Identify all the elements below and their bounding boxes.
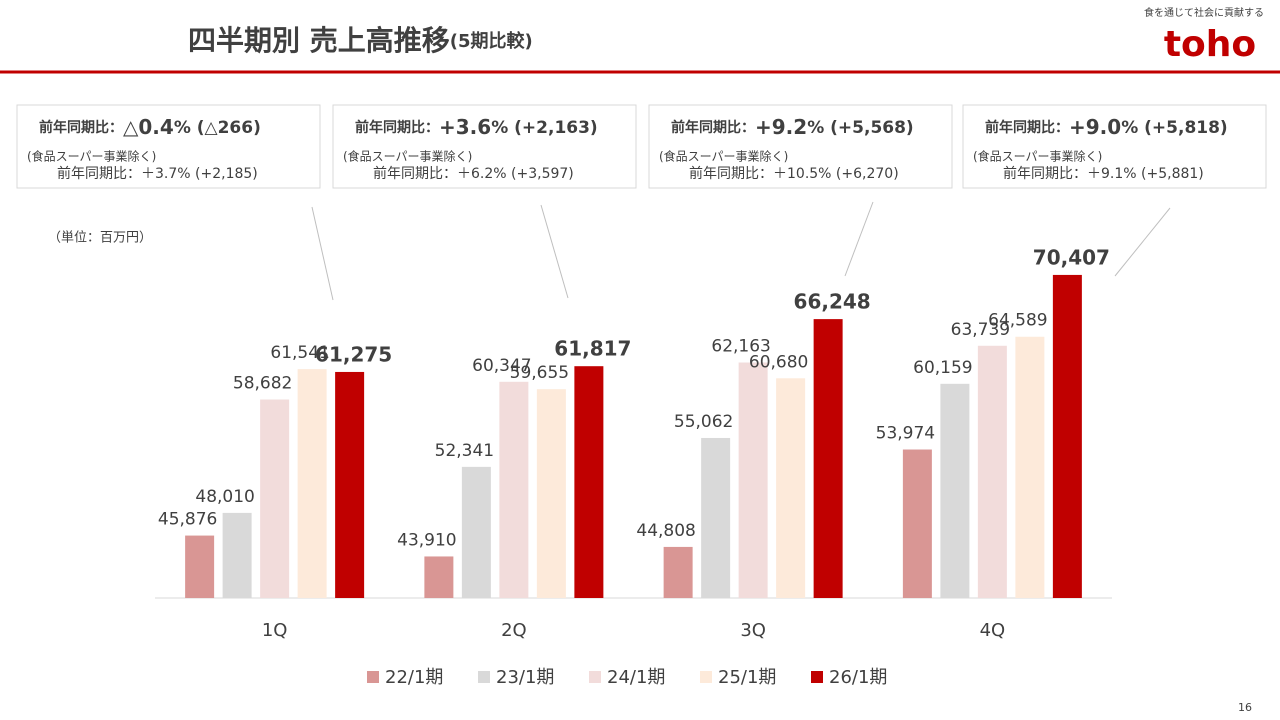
bar: [940, 383, 970, 598]
bar: [185, 535, 215, 598]
callout-box: [648, 104, 953, 189]
callout-main: 前年同期比：+9.2% (+5,568): [671, 115, 914, 139]
callout-suffix: % (+5,568): [807, 118, 914, 138]
bar: [701, 437, 731, 598]
callout-suffix: % (+5,818): [1121, 118, 1228, 138]
callout-sub: 前年同期比：＋10.5% (+6,270): [689, 165, 899, 182]
x-tick-label: 1Q: [262, 620, 288, 641]
callout-suffix: % (+2,163): [491, 118, 598, 138]
bar: [499, 381, 529, 598]
bar: [335, 371, 365, 598]
connector: [540, 204, 569, 299]
legend-label: 23/1期: [496, 667, 554, 688]
bar: [977, 345, 1007, 598]
bar: [738, 362, 768, 598]
callout-main: 前年同期比：+9.0% (+5,818): [985, 115, 1228, 139]
data-label: 62,163: [711, 337, 770, 357]
data-label: 61,541: [270, 343, 329, 363]
callout-label: 前年同期比：: [39, 119, 123, 136]
callout-sub: 前年同期比：＋3.7% (+2,185): [57, 165, 258, 182]
connectors: [311, 201, 1171, 301]
data-label: 61,275: [315, 342, 392, 366]
data-label: 43,910: [397, 530, 456, 550]
tagline: 食を通じて社会に貢献する: [1144, 6, 1264, 19]
x-tick-label: 4Q: [980, 620, 1006, 641]
callout-label: 前年同期比：: [355, 119, 439, 136]
callout-rate: +9.0: [1069, 115, 1121, 139]
data-label: 60,347: [472, 356, 531, 376]
connector: [844, 201, 874, 277]
data-label: 44,808: [636, 521, 695, 541]
bar: [424, 556, 454, 598]
callout-rate: +9.2: [755, 115, 807, 139]
legend-label: 24/1期: [607, 667, 665, 688]
bar: [260, 399, 290, 598]
data-label: 61,817: [554, 337, 631, 361]
callout-label: 前年同期比：: [985, 119, 1069, 136]
data-label: 53,974: [876, 424, 935, 444]
data-label: 48,010: [195, 487, 254, 507]
data-label: 64,589: [988, 311, 1047, 331]
callout-note: (食品スーパー事業除く): [343, 149, 472, 164]
callout-box: [962, 104, 1267, 189]
legend-label: 26/1期: [829, 667, 887, 688]
data-label: 70,407: [1033, 245, 1110, 269]
slide-title: 四半期別 売上高推移(5期比較): [188, 24, 533, 57]
data-label: 45,876: [158, 510, 217, 530]
logo: toho: [1164, 24, 1256, 65]
legend-label: 22/1期: [385, 667, 443, 688]
bar: [663, 546, 693, 598]
callout-sub: 前年同期比：＋9.1% (+5,881): [1003, 165, 1204, 182]
x-tick-label: 3Q: [740, 620, 766, 641]
callout-main: 前年同期比：△0.4% (△266): [39, 115, 261, 139]
data-label: 60,680: [749, 352, 808, 372]
bar: [297, 369, 327, 598]
callout-note: (食品スーパー事業除く): [973, 149, 1102, 164]
bar: [813, 319, 843, 598]
legend-swatch: [367, 671, 379, 683]
bar: [1015, 336, 1045, 598]
callout-main: 前年同期比：+3.6% (+2,163): [355, 115, 598, 139]
legend-swatch: [478, 671, 490, 683]
bar: [222, 512, 252, 598]
bar: [1052, 274, 1082, 598]
callout-box: [16, 104, 321, 189]
callout-rate: +3.6: [439, 115, 491, 139]
bar: [574, 366, 604, 598]
bar: [776, 378, 806, 598]
bar: [536, 389, 566, 598]
x-tick-label: 2Q: [501, 620, 527, 641]
unit-label: （単位：百万円）: [48, 230, 152, 246]
page-number: 16: [1238, 701, 1252, 714]
callout-sub: 前年同期比：＋6.2% (+3,597): [373, 165, 574, 182]
connector: [311, 206, 334, 301]
data-label: 58,682: [233, 374, 292, 394]
callout-rate: △0.4: [123, 115, 174, 139]
legend-label: 25/1期: [718, 667, 776, 688]
data-label: 59,655: [510, 363, 569, 383]
data-label: 63,739: [951, 320, 1010, 340]
data-label: 60,159: [913, 358, 972, 378]
callout-label: 前年同期比：: [671, 119, 755, 136]
bar: [902, 449, 932, 598]
callout-box: [332, 104, 637, 189]
connector: [1114, 207, 1171, 277]
data-label: 55,062: [674, 412, 733, 432]
data-label: 66,248: [794, 290, 871, 314]
data-label: 52,341: [435, 441, 494, 461]
legend-swatch: [700, 671, 712, 683]
title-main: 四半期別 売上高推移: [188, 24, 450, 57]
bar: [461, 466, 491, 598]
legend-swatch: [811, 671, 823, 683]
legend-swatch: [589, 671, 601, 683]
title-sub: (5期比較): [450, 30, 533, 52]
callout-suffix: % (△266): [174, 118, 261, 138]
callout-note: (食品スーパー事業除く): [27, 149, 156, 164]
callout-note: (食品スーパー事業除く): [659, 149, 788, 164]
